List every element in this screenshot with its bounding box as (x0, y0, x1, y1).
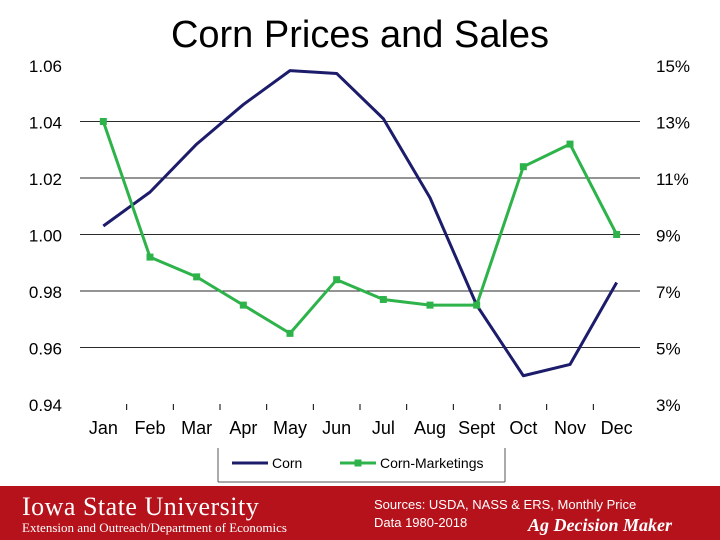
series-line-corn (102, 69, 618, 378)
x-tick-label: Nov (554, 418, 586, 438)
y-left-tick-label: 0.98 (29, 283, 62, 302)
chart-canvas: 1.06 15% 1.04 13% 1.02 11% 1.00 9% 0.98 7% 0.96 5% 0… (29, 57, 690, 483)
data-point-marker (613, 231, 621, 238)
y-left-tick-label: 1.06 (29, 57, 62, 76)
data-point-marker (566, 140, 574, 148)
sources-note: Sources: USDA, NASS & ERS, Monthly Price… (374, 496, 720, 532)
university-name: Iowa State University (22, 492, 260, 521)
x-tick-label: Apr (229, 418, 257, 438)
legend-marker (354, 459, 362, 467)
y-left-tick-label: 1.04 (29, 114, 62, 133)
y-right-tick-label: 13% (656, 114, 690, 133)
chart-title: Corn Prices and Sales (170, 14, 550, 56)
y-right-tick-label: 3% (656, 396, 681, 415)
x-tick-label: Jan (89, 418, 118, 438)
x-tick-label: Jul (372, 418, 395, 438)
sources-line-2: Data 1980-2018 (374, 515, 468, 530)
data-point-marker (333, 276, 341, 284)
footer-banner (0, 486, 720, 540)
data-point-marker (426, 301, 434, 309)
x-tick-label: Sept (458, 418, 495, 438)
series-line-corn-marketings (101, 121, 618, 335)
x-tick-label: Dec (601, 418, 633, 438)
data-point-marker (99, 118, 107, 125)
data-point-marker (519, 163, 527, 171)
y-right-tick-label: 9% (656, 227, 681, 246)
data-point-marker (473, 301, 481, 309)
y-left-tick-label: 0.96 (29, 340, 62, 359)
legend-label: Corn-Marketings (380, 455, 483, 471)
data-point-marker (379, 295, 387, 303)
y-right-tick-label: 7% (656, 283, 681, 302)
data-point-marker (286, 329, 294, 337)
y-right-tick-label: 15% (656, 57, 690, 76)
legend-label: Corn (272, 455, 302, 471)
x-tick-label: Feb (134, 418, 165, 438)
x-tick-label: Aug (414, 418, 446, 438)
x-tick-label: Jun (322, 418, 351, 438)
y-right-tick-label: 11% (656, 170, 689, 189)
x-tick-label: Mar (181, 418, 212, 438)
y-left-tick-label: 1.00 (29, 227, 62, 246)
ag-decision-maker-logo: Ag Decision Maker (528, 515, 672, 535)
data-point-marker (146, 253, 154, 261)
x-tick-label: May (273, 418, 307, 438)
data-point-marker (239, 301, 247, 309)
sources-line-1: Sources: USDA, NASS & ERS, Monthly Price (374, 497, 637, 512)
y-left-tick-label: 1.02 (29, 170, 62, 189)
y-right-tick-label: 5% (656, 340, 681, 359)
data-point-marker (193, 273, 201, 281)
x-tick-label: Oct (509, 418, 537, 438)
department-name: Extension and Outreach/Department of Eco… (22, 520, 287, 535)
y-left-tick-label: 0.94 (29, 396, 62, 415)
